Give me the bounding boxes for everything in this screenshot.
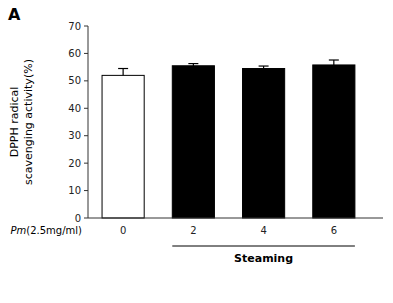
y-tick-label: 60 [68,48,81,59]
y-tick [84,80,88,81]
bar [313,65,355,218]
y-axis-label: DPPH radical [8,87,21,158]
error-cap [259,65,269,66]
x-axis-label: Pm(2.5mg/ml) [11,225,83,236]
annotation: Steaming [234,252,293,265]
y-tick [84,26,88,27]
y-tick [84,163,88,164]
x-tick-label: 4 [260,225,266,236]
bracket-line [172,246,355,247]
y-tick-label: 10 [68,185,81,196]
y-tick-label: 40 [68,103,81,114]
y-tick [84,190,88,191]
chart: A010203040506070DPPH radicalscavenging a… [0,0,393,303]
x-tick-label: 6 [331,225,337,236]
bar [172,66,214,218]
y-tick-label: 50 [68,75,81,86]
y-tick-label: 70 [68,21,81,32]
y-axis [88,26,89,218]
y-axis-label: scavenging activity(%) [22,59,35,185]
y-tick [84,53,88,54]
x-tick-label: 0 [120,225,126,236]
x-axis [88,218,383,219]
x-axis-label-part: (2.5mg/ml) [26,225,82,236]
error-cap [188,63,198,64]
y-tick-label: 30 [68,130,81,141]
error-cap [118,68,128,69]
y-tick [84,108,88,109]
y-tick [84,135,88,136]
y-tick [84,218,88,219]
title: A [8,5,21,24]
error-cap [329,59,339,60]
bar [243,69,285,218]
x-tick-label: 2 [190,225,196,236]
x-axis-label-part: Pm [11,225,27,236]
bars [118,60,339,82]
y-tick-label: 0 [75,213,81,224]
bar [102,75,144,218]
y-tick-label: 20 [68,158,81,169]
